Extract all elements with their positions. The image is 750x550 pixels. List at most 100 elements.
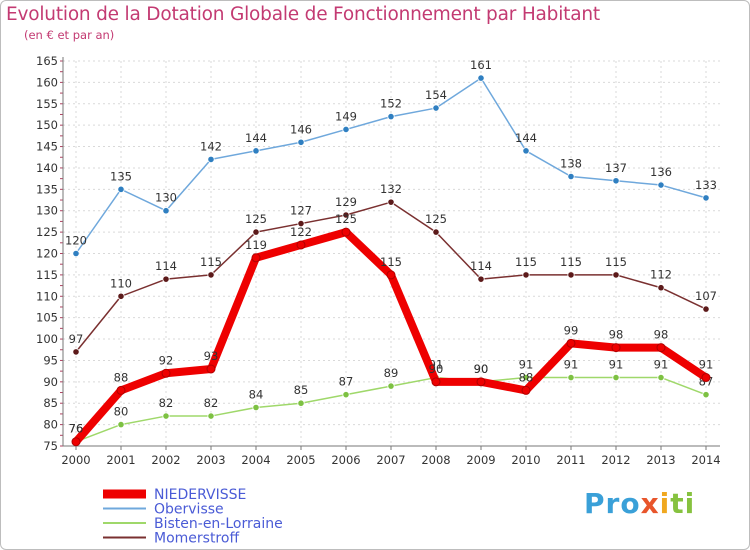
x-tick-label: 2001 [106, 453, 135, 467]
data-label-bisten-en-lorraine: 84 [249, 388, 264, 402]
data-point-obervisse [702, 194, 710, 202]
data-label-momerstroff: 127 [290, 204, 312, 218]
data-point-bisten-en-lorraine [117, 421, 125, 429]
data-label-obervisse: 133 [695, 178, 717, 192]
y-tick-label: 120 [36, 247, 58, 261]
y-tick-label: 140 [36, 161, 58, 175]
data-point-niedervisse [71, 437, 81, 447]
data-point-momerstroff [207, 271, 215, 279]
data-point-bisten-en-lorraine [657, 373, 665, 382]
x-tick-label: 2004 [241, 453, 270, 467]
data-label-obervisse: 152 [380, 97, 402, 111]
y-tick-label: 100 [36, 332, 58, 346]
data-label-momerstroff: 129 [335, 195, 357, 209]
data-label-bisten-en-lorraine: 80 [114, 405, 129, 419]
data-label-niedervisse: 88 [114, 370, 129, 384]
data-point-obervisse [342, 125, 350, 134]
data-point-bisten-en-lorraine [342, 391, 350, 399]
y-tick-label: 135 [36, 182, 58, 196]
data-point-obervisse [567, 172, 575, 181]
data-label-obervisse: 136 [650, 165, 672, 179]
data-point-momerstroff [297, 219, 305, 228]
data-label-niedervisse: 98 [609, 328, 624, 342]
data-label-niedervisse: 119 [245, 238, 267, 252]
data-point-niedervisse [206, 364, 216, 374]
data-point-bisten-en-lorraine [162, 412, 170, 420]
x-tick-label: 2006 [331, 453, 360, 467]
data-label-momerstroff: 112 [650, 268, 672, 282]
data-label-bisten-en-lorraine: 89 [384, 366, 399, 380]
data-point-niedervisse [656, 343, 666, 353]
data-point-niedervisse [521, 385, 531, 395]
data-label-niedervisse: 76 [69, 422, 84, 436]
data-label-obervisse: 142 [200, 139, 222, 153]
data-label-momerstroff: 115 [560, 255, 582, 269]
data-point-momerstroff [702, 305, 710, 313]
data-point-momerstroff [477, 275, 485, 283]
data-point-obervisse [162, 207, 170, 215]
data-point-obervisse [207, 155, 215, 163]
data-point-momerstroff [432, 228, 440, 236]
data-label-niedervisse: 99 [564, 323, 579, 337]
data-point-momerstroff [162, 275, 170, 283]
data-label-niedervisse: 88 [519, 370, 534, 384]
data-point-obervisse [387, 113, 395, 121]
y-tick-label: 130 [36, 204, 58, 218]
y-tick-label: 145 [36, 140, 58, 154]
data-label-bisten-en-lorraine: 91 [654, 358, 669, 372]
data-point-obervisse [72, 249, 80, 258]
data-label-niedervisse: 115 [380, 255, 402, 269]
x-tick-label: 2007 [376, 453, 405, 467]
chart-subtitle: (en € et par an) [24, 28, 115, 42]
x-tick-label: 2002 [151, 453, 180, 467]
data-point-niedervisse [611, 343, 621, 353]
data-label-obervisse: 120 [65, 234, 87, 248]
data-point-niedervisse [296, 240, 306, 250]
data-point-momerstroff [387, 198, 395, 206]
data-point-momerstroff [657, 284, 665, 292]
data-point-obervisse [432, 104, 440, 112]
y-tick-label: 95 [43, 353, 58, 367]
x-tick-label: 2003 [196, 453, 225, 467]
chart-title: Evolution de la Dotation Globale de Fonc… [6, 4, 600, 25]
y-tick-label: 150 [36, 118, 58, 132]
data-label-obervisse: 161 [470, 58, 492, 72]
data-point-obervisse [477, 74, 485, 82]
data-label-bisten-en-lorraine: 87 [339, 375, 354, 389]
y-tick-label: 105 [36, 311, 58, 325]
data-point-obervisse [612, 177, 620, 185]
data-label-bisten-en-lorraine: 82 [204, 396, 219, 410]
data-point-obervisse [252, 147, 260, 155]
y-tick-label: 160 [36, 75, 58, 89]
data-label-obervisse: 137 [605, 161, 627, 175]
data-point-bisten-en-lorraine [702, 391, 710, 399]
y-tick-label: 155 [36, 97, 58, 111]
data-point-niedervisse [566, 338, 576, 348]
data-label-momerstroff: 115 [515, 255, 537, 269]
x-tick-label: 2008 [421, 453, 450, 467]
data-point-momerstroff [522, 271, 530, 279]
data-point-niedervisse [476, 377, 486, 387]
data-label-obervisse: 144 [245, 131, 267, 145]
data-point-momerstroff [72, 348, 80, 356]
y-tick-label: 165 [36, 54, 58, 68]
legend-label: NIEDERVISSE [154, 487, 246, 503]
data-label-niedervisse: 92 [159, 353, 174, 367]
proxiti-logo: Proxiti [584, 487, 696, 520]
data-label-momerstroff: 107 [695, 289, 717, 303]
y-tick-label: 125 [36, 225, 58, 239]
data-point-bisten-en-lorraine [207, 412, 215, 420]
data-label-niedervisse: 90 [429, 362, 444, 376]
data-label-momerstroff: 132 [380, 182, 402, 196]
data-point-momerstroff [117, 292, 125, 300]
data-label-momerstroff: 125 [245, 212, 267, 226]
data-point-momerstroff [252, 228, 260, 236]
data-point-obervisse [297, 138, 305, 146]
data-label-momerstroff: 115 [200, 255, 222, 269]
y-tick-label: 90 [43, 375, 58, 389]
data-label-niedervisse: 98 [654, 328, 669, 342]
x-tick-label: 2000 [61, 453, 90, 467]
data-label-momerstroff: 110 [110, 276, 132, 290]
data-label-niedervisse: 91 [699, 358, 714, 372]
y-tick-label: 75 [43, 439, 58, 453]
